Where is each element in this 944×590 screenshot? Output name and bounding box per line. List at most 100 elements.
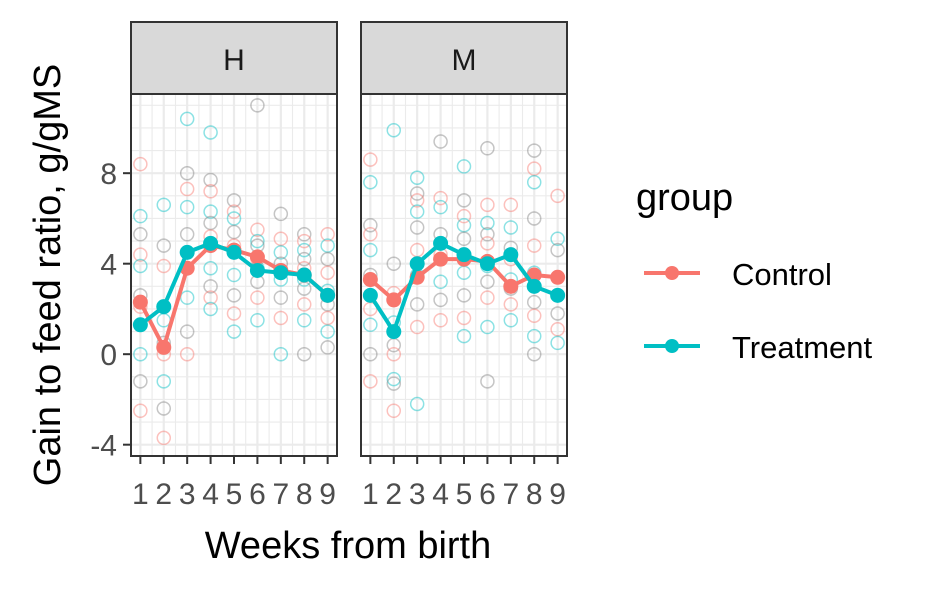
raw-point	[203, 215, 218, 231]
raw-point	[296, 242, 312, 258]
gridlines-h	[131, 94, 337, 456]
raw-point	[133, 156, 148, 172]
raw-point	[409, 297, 425, 312]
legend-label-treatment: Treatment	[732, 330, 873, 365]
y-tick-label: 4	[100, 249, 117, 282]
x-axis-title: Weeks from birth	[205, 525, 491, 567]
raw-point	[296, 233, 312, 249]
raw-point	[296, 297, 312, 312]
series-point-treatment-h	[156, 299, 172, 315]
raw-point	[386, 371, 402, 387]
raw-point	[250, 98, 265, 113]
raw-point	[179, 346, 195, 362]
x-tick-label: 5	[456, 478, 473, 511]
raw-point	[363, 217, 378, 233]
raw-point	[179, 111, 195, 127]
series-point-control-h	[249, 249, 265, 265]
gridlines-m	[361, 94, 567, 456]
x-tick-label: 1	[362, 478, 379, 511]
x-tick-label: 7	[502, 478, 519, 511]
raw-point	[386, 403, 402, 418]
y-axis-title: Gain to feed ratio, g/gMS	[27, 64, 69, 486]
raw-point	[480, 274, 495, 290]
raw-point	[273, 290, 289, 305]
raw-point	[526, 174, 542, 190]
series-point-treatment-m	[550, 287, 566, 303]
series-point-treatment-m	[526, 278, 542, 294]
raw-point	[409, 220, 425, 235]
raw-point	[480, 236, 495, 251]
raw-point	[156, 401, 172, 416]
raw-point	[273, 206, 289, 222]
raw-point	[433, 292, 448, 308]
x-tick-label: 9	[319, 478, 336, 511]
raw-point	[526, 346, 542, 362]
raw-point	[203, 301, 218, 317]
raw-point	[156, 430, 172, 446]
raw-point	[133, 374, 148, 389]
raw-point	[526, 328, 542, 344]
raw-point	[433, 134, 448, 149]
raw-point	[296, 313, 312, 328]
raw-point	[320, 265, 335, 280]
series-point-control-m	[550, 269, 566, 285]
raw-point	[156, 374, 172, 389]
series-point-treatment-h	[296, 267, 312, 283]
raw-point	[226, 224, 242, 240]
raw-point	[409, 204, 425, 219]
raw-point	[526, 294, 542, 310]
raw-point	[550, 322, 565, 337]
raw-point	[156, 238, 172, 253]
series-point-control-h	[132, 294, 148, 310]
raw-point	[550, 306, 565, 321]
raw-point	[203, 204, 218, 219]
raw-point	[133, 247, 148, 262]
raw-point	[550, 188, 565, 204]
raw-point	[179, 290, 195, 305]
legend-title: group	[636, 177, 733, 219]
series-point-control-m	[433, 251, 449, 267]
raw-point	[203, 172, 218, 188]
raw-point	[503, 297, 519, 312]
legend-key-point-treatment	[665, 339, 679, 353]
raw-point	[133, 258, 148, 274]
raw-point	[433, 274, 448, 290]
raw-point	[133, 208, 148, 224]
raw-point	[226, 306, 242, 321]
raw-point	[480, 197, 495, 213]
raw-point	[320, 340, 335, 355]
series-point-treatment-h	[203, 235, 219, 251]
raw-point	[226, 288, 242, 303]
raw-point	[363, 242, 378, 258]
raw-point	[550, 242, 565, 258]
raw-point	[363, 374, 378, 389]
series-point-control-m	[386, 292, 402, 308]
x-tick-label: 1	[132, 478, 149, 511]
raw-point	[456, 208, 472, 224]
raw-point	[226, 193, 242, 208]
raw-point	[386, 346, 402, 362]
raw-point	[503, 197, 519, 213]
x-tick-label: 2	[385, 478, 402, 511]
raw-point	[433, 313, 448, 328]
series-point-treatment-m	[479, 256, 495, 272]
x-tick-label: 3	[409, 478, 426, 511]
legend-label-control: Control	[732, 257, 832, 292]
raw-point	[480, 319, 495, 335]
raw-point	[320, 227, 335, 242]
x-tick-label: 3	[179, 478, 196, 511]
raw-point	[273, 346, 289, 362]
raw-point	[203, 279, 218, 294]
raw-point	[456, 159, 472, 174]
raw-point	[226, 211, 242, 226]
raw-point	[133, 227, 148, 242]
raw-point	[409, 170, 425, 185]
raw-point	[179, 324, 195, 339]
raw-point	[503, 313, 519, 328]
x-tick-label: 4	[202, 478, 219, 511]
x-tick-label: 2	[155, 478, 172, 511]
